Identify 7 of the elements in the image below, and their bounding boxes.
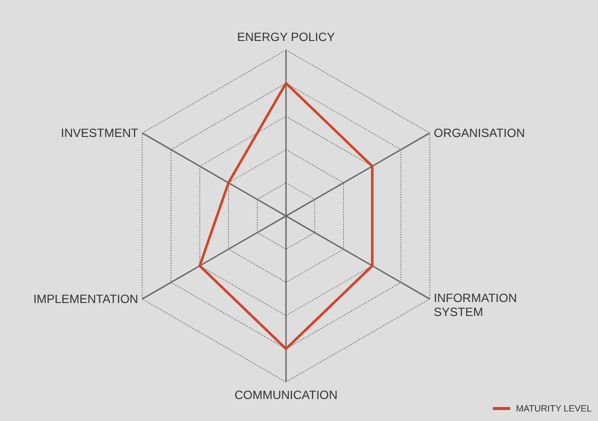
spoke-label: ORGANISATION: [434, 126, 525, 140]
spoke-label: ENERGY POLICY: [237, 30, 335, 44]
spoke-label: IMPLEMENTATION: [33, 292, 138, 306]
spoke-label: INFORMATION SYSTEM: [434, 291, 517, 319]
spoke-label: COMMUNICATION: [234, 388, 338, 402]
spoke-label: INVESTMENT: [60, 126, 139, 140]
legend-label: MATURITY LEVEL: [516, 404, 592, 414]
